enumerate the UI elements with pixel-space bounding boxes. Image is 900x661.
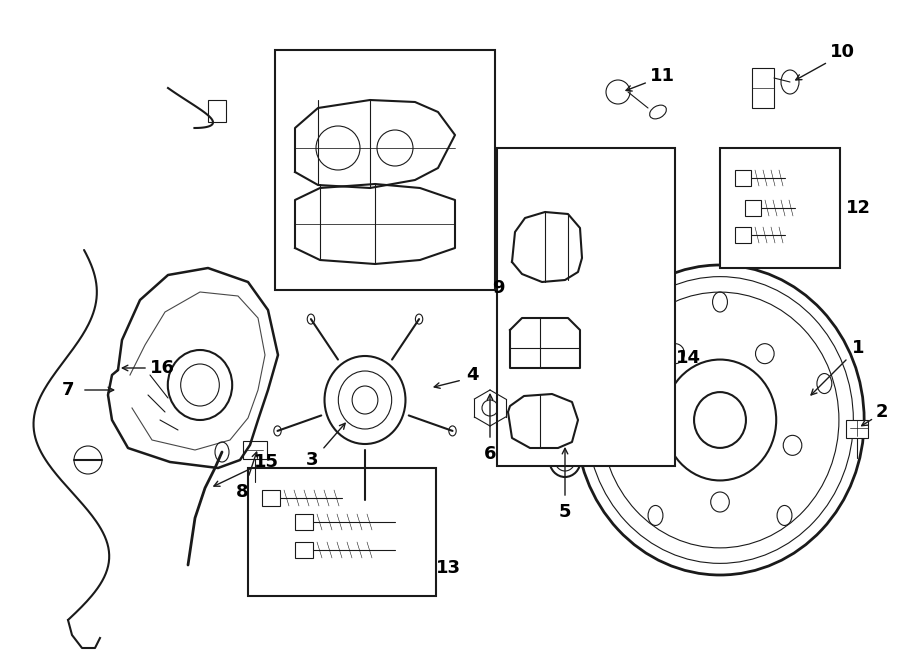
Bar — [846, 420, 868, 438]
Text: 9: 9 — [491, 279, 504, 297]
Bar — [720, 148, 840, 268]
Text: 12: 12 — [845, 199, 870, 217]
Text: 11: 11 — [650, 67, 674, 85]
Bar — [752, 68, 774, 108]
Text: 3: 3 — [306, 451, 319, 469]
Bar — [295, 514, 313, 530]
Text: 8: 8 — [236, 483, 248, 501]
Bar — [275, 50, 495, 290]
Text: 6: 6 — [484, 445, 496, 463]
Text: 10: 10 — [830, 43, 854, 61]
Bar — [735, 170, 751, 186]
Text: 2: 2 — [876, 403, 888, 421]
Bar — [262, 490, 280, 506]
Text: 5: 5 — [559, 503, 572, 521]
Text: 16: 16 — [149, 359, 175, 377]
Bar — [243, 441, 267, 459]
Text: 4: 4 — [466, 366, 478, 384]
Bar — [497, 148, 675, 466]
Text: 15: 15 — [254, 453, 278, 471]
Bar — [248, 468, 436, 596]
Text: 14: 14 — [676, 349, 700, 367]
Text: 7: 7 — [62, 381, 74, 399]
Bar — [295, 542, 313, 558]
Bar — [745, 200, 761, 216]
Bar — [208, 100, 226, 122]
Text: 1: 1 — [851, 339, 864, 357]
Text: 13: 13 — [436, 559, 461, 577]
Bar — [735, 227, 751, 243]
